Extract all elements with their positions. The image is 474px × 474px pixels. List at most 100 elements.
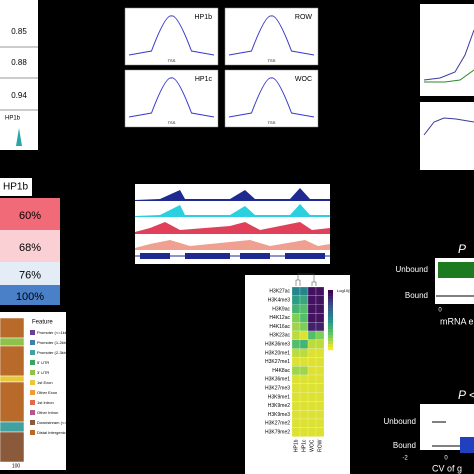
- table-cell-text: 68%: [19, 242, 41, 254]
- row-label: H3K36me1: [265, 377, 290, 383]
- heatmap-cell: [315, 366, 325, 376]
- heatmap-cell: [307, 401, 317, 411]
- plot-title: P <: [458, 388, 474, 402]
- box: [438, 262, 474, 278]
- heatmap-cell: [315, 392, 325, 402]
- gene: [185, 253, 230, 259]
- heatmap-cell: [291, 330, 301, 340]
- table-cell: [0, 262, 60, 285]
- colorbar-segment: [328, 293, 333, 297]
- y-axis-label: Occupancy: [409, 122, 416, 158]
- heatmap-cell: [299, 357, 309, 367]
- heatmap-cell: [307, 339, 317, 349]
- heatmap-cell: [299, 322, 309, 332]
- heatmap-cell: [299, 427, 309, 437]
- legend-item: Promoter (1-2kb): [37, 340, 68, 345]
- row-label: H3K9me2: [268, 403, 290, 409]
- occupancy-curve: [128, 15, 215, 56]
- gene: [240, 253, 270, 259]
- legend-swatch: [30, 430, 35, 435]
- x-tick-label: 0: [444, 456, 448, 462]
- heatmap-cell: [291, 286, 301, 296]
- heatmap-cell: [291, 313, 301, 323]
- overlap-table: HP1b 60% 68% 76% 100%: [0, 178, 60, 305]
- occupancy-panel: [224, 69, 319, 128]
- heatmap-cell: [307, 357, 317, 367]
- row-label: H3K27me2: [265, 421, 290, 427]
- legend-item: Distal Intergenic: [37, 430, 66, 435]
- heatmap-cell: [307, 304, 317, 314]
- heatmap-cell: [291, 392, 301, 402]
- axis-label: 100: [12, 463, 21, 469]
- table-header: HP1b: [3, 182, 28, 193]
- heatmap-cell: [291, 366, 301, 376]
- bar-segment: [0, 345, 25, 377]
- heatmap-cell: [307, 410, 317, 420]
- heatmap-cell: [291, 304, 301, 314]
- heatmap-cell: [315, 410, 325, 420]
- y-axis-label: Occupancy: [409, 30, 416, 66]
- row-label: H3K20me1: [265, 350, 290, 356]
- heatmap: H3K27ac H3K4me3 H3K9ac H4K12ac H4K16ac H3K23a…: [265, 286, 333, 452]
- occupancy-grid: HP1b TSS ROW TSS HP1c TSS WOC TSS: [124, 7, 319, 128]
- heatmap-cell: [291, 383, 301, 393]
- density-peak: [4, 128, 36, 146]
- heatmap-cell: [307, 418, 317, 428]
- legend-swatch: [30, 340, 35, 345]
- legend-title: Feature: [32, 320, 53, 326]
- legend-item: Other Intron: [37, 410, 58, 415]
- group-label: Unbound: [384, 417, 416, 426]
- colorbar-segment: [328, 329, 333, 333]
- row-label: H4K8ac: [272, 368, 290, 374]
- colorbar-segment: [328, 290, 333, 294]
- heatmap-cell: [299, 313, 309, 323]
- column-label: HP1b: [293, 439, 299, 452]
- row-label: H3K9me3: [268, 412, 290, 418]
- track-label: WOC: [78, 207, 102, 218]
- occupancy-curve: [228, 15, 315, 56]
- heatmap-cell: [307, 286, 317, 296]
- legend-swatch: [30, 410, 35, 415]
- box: [460, 437, 474, 453]
- legend-swatch: [30, 420, 35, 425]
- legend-swatch: [30, 350, 35, 355]
- legend-item: 5' UTR: [37, 360, 49, 365]
- heatmap-cell: [307, 348, 317, 358]
- occupancy-panel: [420, 4, 474, 96]
- heatmap-cell: [315, 313, 325, 323]
- occupancy-curve: [128, 77, 215, 118]
- row-label: H3K9me1: [268, 394, 290, 400]
- track-signal: [135, 240, 330, 250]
- plot-title: P: [458, 242, 466, 256]
- legend-item: 3' UTR: [37, 370, 49, 375]
- heatmap-cell: [307, 295, 317, 305]
- bar-segment: [0, 381, 25, 423]
- legend-item: 1st Exon: [37, 380, 53, 385]
- row-label: H3K4me3: [268, 298, 290, 304]
- panel-label: WOC: [295, 76, 312, 83]
- panel-label: HP1b: [194, 14, 212, 21]
- colorbar-segment: [328, 311, 333, 315]
- column-label: ROW: [317, 439, 323, 452]
- heatmap-cell: [299, 392, 309, 402]
- legend-item: Promoter (2-3kb): [37, 350, 68, 355]
- heatmap-cell: [315, 286, 325, 296]
- colorbar-segment: [328, 308, 333, 312]
- heatmap-cell: [299, 410, 309, 420]
- track-label: ROW: [78, 190, 103, 201]
- x-axis-label: CV of g: [432, 463, 462, 473]
- colorbar-segment: [328, 317, 333, 321]
- correlation-value: 0.85: [11, 27, 27, 36]
- heatmap-cell: [315, 383, 325, 393]
- heatmap-cell: [299, 286, 309, 296]
- group-label: Bound: [405, 291, 428, 300]
- row-label: H3K27me1: [265, 359, 290, 365]
- bar-segment: [0, 337, 25, 347]
- x-tick-label: TSS: [168, 120, 176, 125]
- table-cell: [0, 198, 60, 230]
- heatmap-cell: [307, 374, 317, 384]
- heatmap-cell: [315, 339, 325, 349]
- bar-segment: [0, 317, 25, 339]
- colorbar-segment: [328, 338, 333, 342]
